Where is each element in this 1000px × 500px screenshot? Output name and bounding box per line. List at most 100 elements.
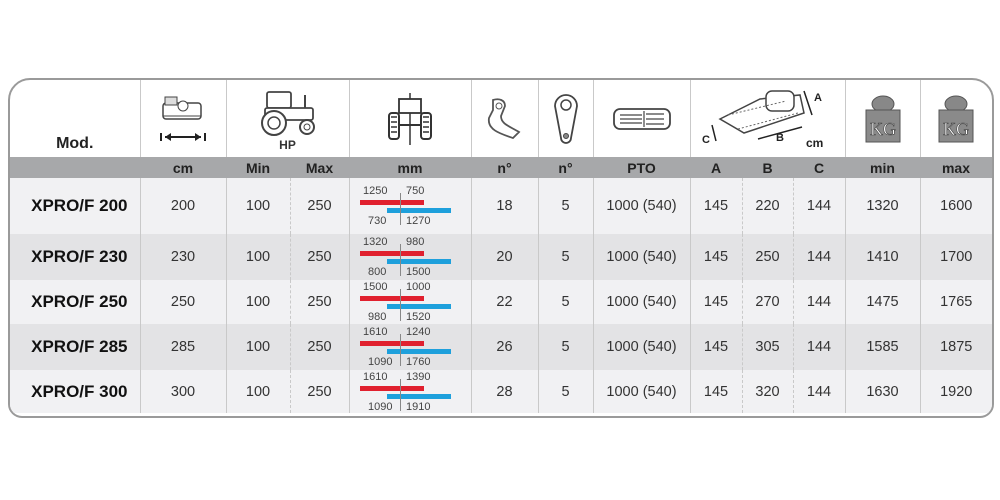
track-width-cell: 1320 980 800 1500 (348, 234, 471, 280)
track-width-diagram: 1610 1240 1090 1760 (360, 326, 460, 368)
pto-speed: 1000 (540) (592, 280, 690, 324)
unit-blades: n° (471, 157, 538, 178)
pto-speed: 1000 (540) (592, 324, 690, 370)
red-track-bar (360, 341, 424, 346)
weight-max: 1875 (919, 324, 992, 370)
cutting-width-icon (139, 80, 226, 157)
pto-speed: 1000 (540) (592, 370, 690, 413)
track-width-diagram: 1320 980 800 1500 (360, 236, 460, 278)
model-label: Mod. (56, 135, 94, 152)
hp-min: 100 (225, 370, 290, 413)
weight-kg-icon: KG (844, 80, 920, 157)
unit-kg-max: max (920, 157, 992, 178)
center-line (400, 289, 401, 321)
blue-track-bar (387, 304, 451, 309)
blue-right-value: 1760 (406, 356, 431, 368)
blue-track-bar (387, 393, 451, 399)
model-name: XPRO/F 250 (10, 280, 140, 324)
table-row: XPRO/F 285 285 100 250 1610 1240 1090 1760 … (10, 324, 992, 370)
hp-min: 100 (225, 178, 290, 234)
unit-blank (10, 157, 140, 178)
blue-left-value: 730 (368, 215, 387, 227)
blue-right-value: 1910 (406, 400, 431, 413)
hammer-blade-icon (470, 80, 538, 157)
unit-a: A (690, 157, 742, 178)
unit-cm: cm (140, 157, 226, 178)
track-width-diagram: 1610 1390 1090 1910 (360, 371, 460, 413)
red-track-bar (360, 251, 424, 256)
model-header: Mod. (10, 80, 140, 157)
units-row: cm Min Max mm n° n° PTO A B C min max (10, 157, 992, 178)
red-left-value: 1610 (363, 370, 388, 383)
blue-track-bar (387, 259, 451, 264)
svg-text:C: C (702, 134, 710, 146)
red-left-value: 1610 (363, 326, 388, 338)
belt-count: 5 (537, 178, 593, 234)
pto-shaft-icon (592, 80, 690, 157)
svg-text:KG: KG (943, 119, 969, 139)
belt-count: 5 (537, 370, 593, 413)
weight-max: 1920 (919, 370, 992, 413)
blue-left-value: 1090 (368, 400, 393, 413)
red-track-bar (360, 200, 424, 205)
track-width-cell: 1610 1240 1090 1760 (348, 324, 471, 370)
table-row: XPRO/F 250 250 100 250 1500 1000 980 1520 2… (10, 280, 992, 324)
dim-c: 144 (792, 234, 845, 280)
track-width-diagram: 1250 750 730 1270 (360, 185, 460, 227)
weight-kg-icon: KG (919, 80, 992, 157)
hp-max: 250 (289, 280, 349, 324)
dim-c: 144 (792, 178, 845, 234)
blue-track-bar (387, 208, 451, 213)
unit-hp-min: Min (226, 157, 290, 178)
dim-a: 145 (689, 370, 742, 413)
table-row: XPRO/F 200 200 100 250 1250 750 730 1270 18… (10, 178, 992, 234)
hp-max: 250 (289, 324, 349, 370)
weight-min: 1630 (844, 370, 920, 413)
blue-left-value: 980 (368, 311, 387, 323)
center-line (400, 334, 401, 366)
model-name: XPRO/F 285 (10, 324, 140, 370)
belt-count: 5 (537, 234, 593, 280)
blue-left-value: 1090 (368, 356, 393, 368)
blade-count: 28 (470, 370, 538, 413)
pto-speed: 1000 (540) (592, 178, 690, 234)
dim-c: 144 (792, 280, 845, 324)
track-width-diagram: 1500 1000 980 1520 (360, 281, 460, 323)
red-track-bar (360, 296, 424, 301)
cutting-width: 300 (139, 370, 226, 413)
weight-min: 1320 (844, 178, 920, 234)
red-right-value: 1390 (406, 370, 431, 383)
blade-count: 26 (470, 324, 538, 370)
unit-c: C (793, 157, 845, 178)
hp-min: 100 (225, 234, 290, 280)
weight-min: 1585 (844, 324, 920, 370)
belt-pulley-icon (537, 80, 593, 157)
cutting-width: 230 (139, 234, 226, 280)
red-left-value: 1320 (363, 236, 388, 248)
hp-min: 100 (225, 324, 290, 370)
blue-right-value: 1500 (406, 266, 431, 278)
unit-mm: mm (349, 157, 471, 178)
svg-text:B: B (776, 132, 784, 144)
dim-b: 270 (741, 280, 793, 324)
dim-b: 220 (741, 178, 793, 234)
track-width-cell: 1610 1390 1090 1910 (348, 370, 471, 413)
blade-count: 22 (470, 280, 538, 324)
tractor-hp-header: HP (225, 80, 349, 157)
model-name: XPRO/F 200 (10, 178, 140, 234)
belt-count: 5 (537, 280, 593, 324)
red-right-value: 1240 (406, 326, 431, 338)
unit-kg-min: min (845, 157, 920, 178)
model-name: XPRO/F 230 (10, 234, 140, 280)
dim-a: 145 (689, 280, 742, 324)
dim-b: 250 (741, 234, 793, 280)
dim-a: 145 (689, 178, 742, 234)
blade-count: 18 (470, 178, 538, 234)
svg-text:cm: cm (806, 136, 823, 150)
hp-label: HP (279, 138, 296, 152)
dim-c: 144 (792, 370, 845, 413)
red-right-value: 980 (406, 236, 425, 248)
blue-right-value: 1520 (406, 311, 431, 323)
